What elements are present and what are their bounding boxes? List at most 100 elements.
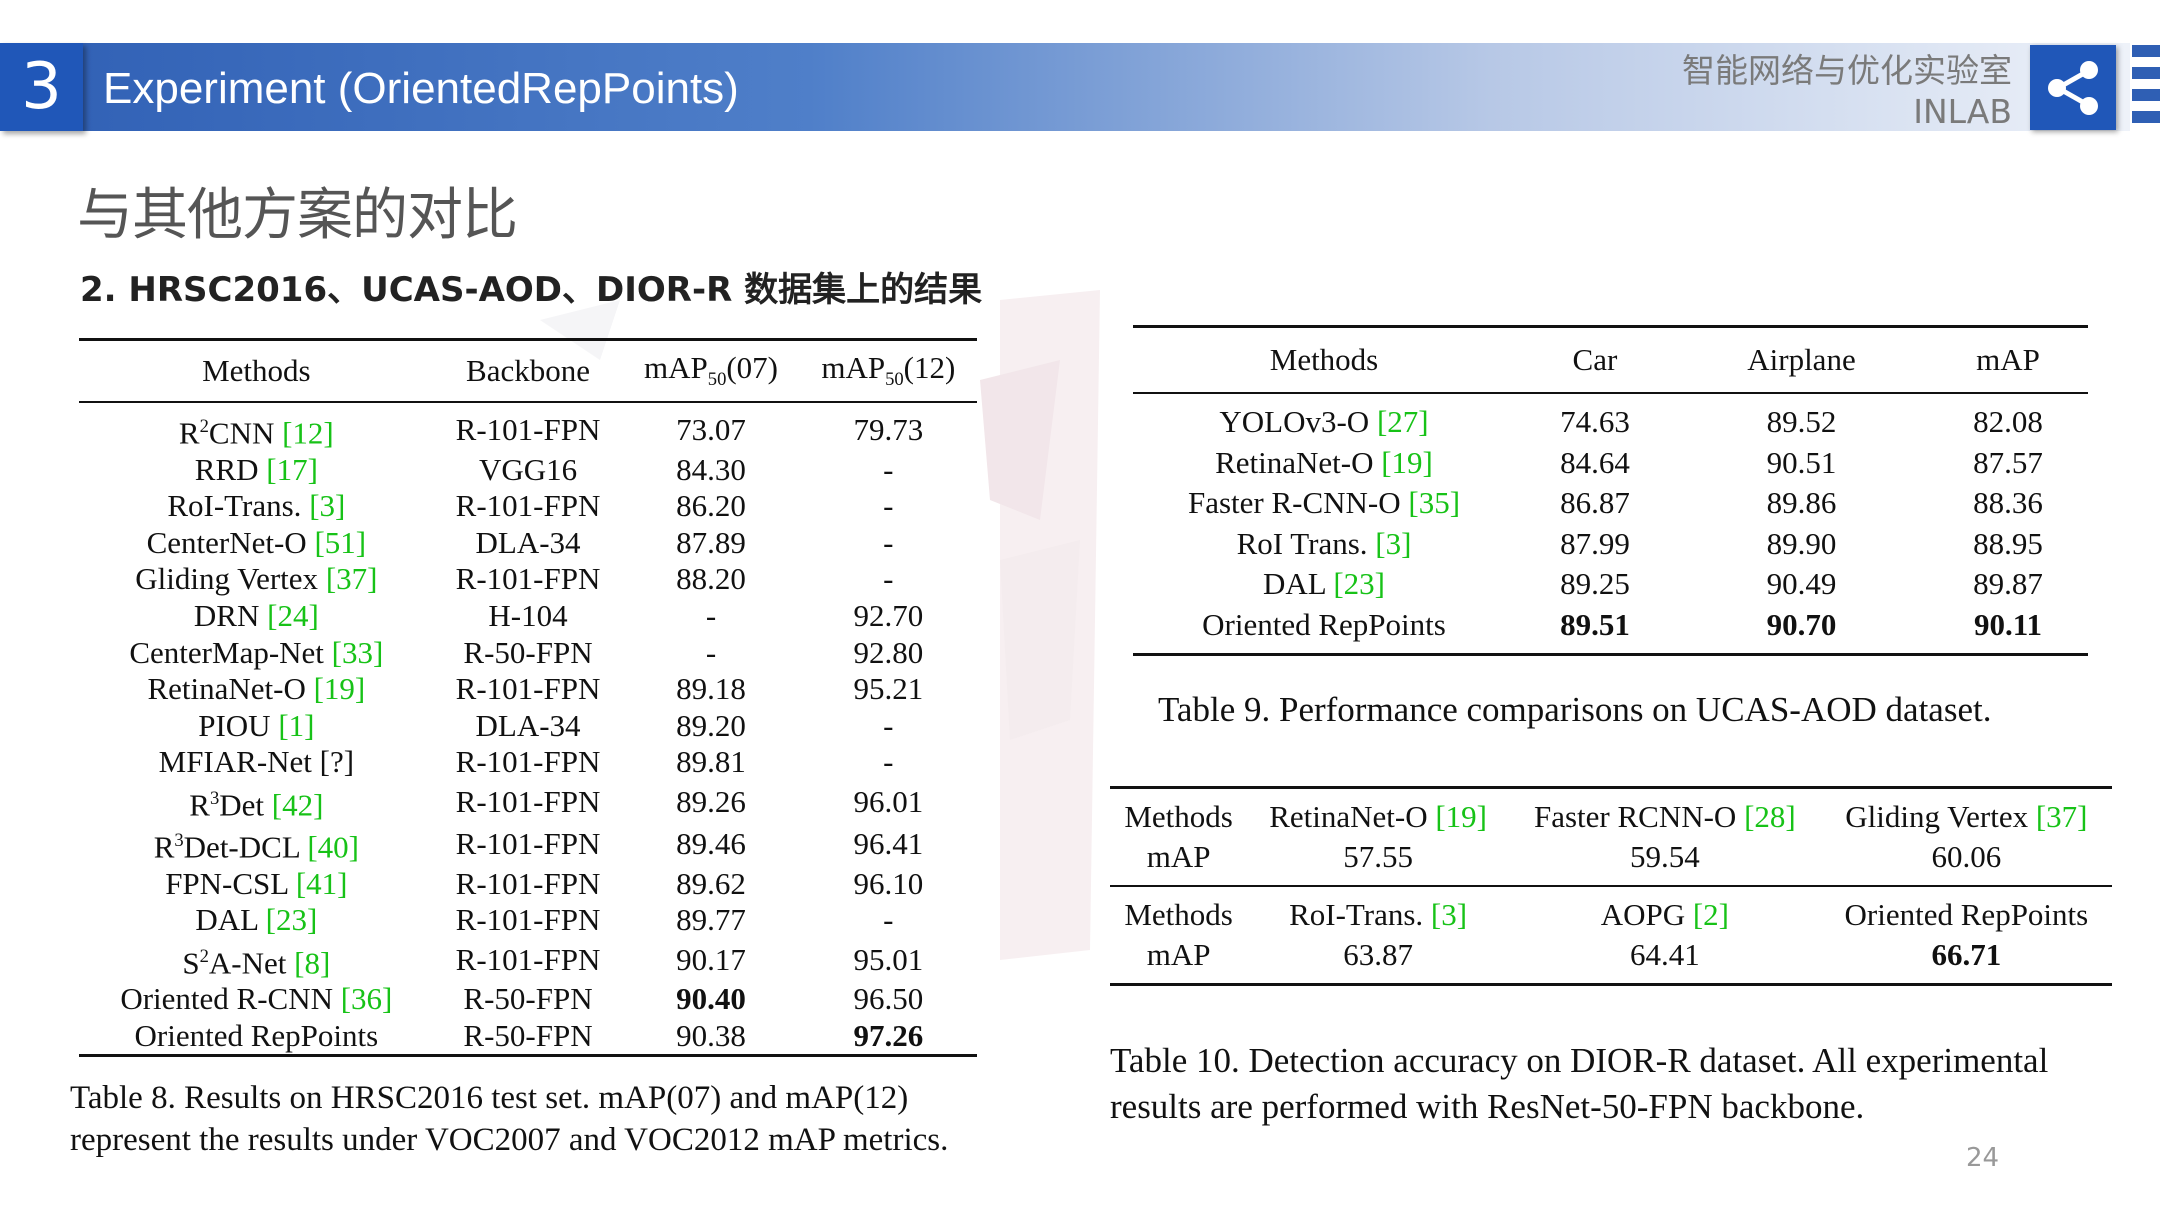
map07-cell: - xyxy=(705,598,717,633)
citation-ref: [27] xyxy=(1376,404,1429,440)
table-row: S2A-Net [8] R-101-FPN 90.17 95.01 xyxy=(79,939,977,981)
map07-cell: 89.81 xyxy=(676,744,746,780)
map07-cell: 87.89 xyxy=(676,524,746,560)
method-name: CenterMap-Net xyxy=(129,634,332,670)
method-superscript: 3 xyxy=(209,787,220,809)
car-cell: 86.87 xyxy=(1560,485,1630,521)
map12-cell: - xyxy=(883,524,894,560)
method-name: AOPG xyxy=(1600,897,1693,932)
method-cell: FPN-CSL [41] xyxy=(79,865,434,902)
table-row: RetinaNet-O [19] 84.64 90.51 87.57 xyxy=(1133,443,2088,484)
method-cell: YOLOv3-O [27] xyxy=(1133,393,1515,443)
citation-ref: [19] xyxy=(313,671,366,707)
method-cell: RRD [17] xyxy=(79,451,434,488)
citation-ref: [36] xyxy=(340,981,393,1017)
method-cell: Oriented R-CNN [36] xyxy=(79,981,434,1018)
citation-ref: [3] xyxy=(1375,525,1412,561)
citation-ref: [37] xyxy=(2035,799,2088,834)
map12-cell: 97.26 xyxy=(853,1017,924,1053)
map07-cell: 89.46 xyxy=(676,826,746,862)
map-cell: 57.55 xyxy=(1343,839,1413,874)
map-cell: 90.11 xyxy=(1974,606,2043,642)
citation-ref: [2] xyxy=(1692,897,1730,932)
header-bar xyxy=(0,43,2130,131)
table-row: R3Det-DCL [40] R-101-FPN 89.46 96.41 xyxy=(79,823,977,865)
map12-cell: 96.41 xyxy=(853,826,924,862)
car-cell: 74.63 xyxy=(1560,404,1630,440)
airplane-cell: 89.90 xyxy=(1766,525,1837,561)
method-name: RoI Trans. xyxy=(1236,525,1376,561)
section-number: 3 xyxy=(0,43,83,131)
car-cell: 84.64 xyxy=(1560,444,1630,480)
backbone-cell: R-101-FPN xyxy=(455,744,601,780)
col-map12: mAP50(12) xyxy=(799,339,977,403)
method-cell: RoI-Trans. [3] xyxy=(1247,885,1509,935)
citation-ref: [17] xyxy=(266,451,318,487)
table-ucas-aod: Methods Car Airplane mAP YOLOv3-O [27] 74… xyxy=(1133,325,2088,656)
citation-ref: [23] xyxy=(265,902,318,938)
method-name: RRD xyxy=(194,451,267,487)
airplane-cell: 90.70 xyxy=(1766,606,1837,642)
citation-ref: [3] xyxy=(1430,897,1468,932)
citation-ref: [41] xyxy=(295,865,348,901)
airplane-cell: 89.86 xyxy=(1766,485,1837,521)
map07-cell: 73.07 xyxy=(676,412,746,448)
method-name: MFIAR-Net [?] xyxy=(158,744,355,780)
method-name: DAL xyxy=(195,902,266,938)
backbone-cell: H-104 xyxy=(488,598,568,633)
airplane-cell: 90.51 xyxy=(1766,444,1837,480)
share-button[interactable] xyxy=(2030,45,2116,130)
method-cell: CenterMap-Net [33] xyxy=(79,634,434,671)
method-name: Faster R-CNN-O xyxy=(1187,485,1409,521)
method-prefix: S xyxy=(182,944,200,980)
citation-ref: [1] xyxy=(278,707,315,743)
col-methods: Methods xyxy=(79,339,434,403)
map12-cell: 79.73 xyxy=(853,412,924,448)
backbone-cell: R-101-FPN xyxy=(455,561,601,597)
method-cell: Gliding Vertex [37] xyxy=(1821,788,2112,838)
table-row: DAL [23] R-101-FPN 89.77 - xyxy=(79,902,977,939)
car-cell: 89.51 xyxy=(1560,606,1630,642)
map07-cell: 89.62 xyxy=(676,865,746,901)
lab-abbreviation: INLAB xyxy=(1913,92,2012,131)
car-cell: 89.25 xyxy=(1560,566,1630,602)
slide-subheading: 2. HRSC2016、UCAS-AOD、DIOR-R 数据集上的结果 xyxy=(80,270,983,310)
table-row: CenterNet-O [51] DLA-34 87.89 - xyxy=(79,525,977,562)
table-row: Oriented R-CNN [36] R-50-FPN 90.40 96.50 xyxy=(79,981,977,1018)
method-cell: CenterNet-O [51] xyxy=(79,525,434,562)
citation-ref: [8] xyxy=(294,944,331,980)
table-dior-r: Methods RetinaNet-O [19] Faster RCNN-O [2… xyxy=(1110,786,2112,986)
map12-cell: 96.50 xyxy=(853,981,924,1017)
backbone-cell: R-50-FPN xyxy=(463,634,593,670)
label-methods: Methods xyxy=(1110,885,1248,935)
method-cell: R3Det-DCL [40] xyxy=(79,823,434,865)
map12-cell: 96.10 xyxy=(853,865,924,901)
backbone-cell: VGG16 xyxy=(478,451,578,487)
method-cell: Oriented RepPoints xyxy=(1133,605,1515,655)
method-name: DRN xyxy=(193,598,268,633)
citation-ref: [40] xyxy=(307,829,360,865)
map-cell: 60.06 xyxy=(1931,839,2002,874)
page-number: 24 xyxy=(1966,1143,2000,1173)
car-cell: 87.99 xyxy=(1560,525,1630,561)
label-methods: Methods xyxy=(1124,799,1233,834)
map-cell: 64.41 xyxy=(1629,937,1700,972)
map12-cell: 96.01 xyxy=(853,783,924,819)
map12-cell: 95.01 xyxy=(853,941,924,977)
table-row: MFIAR-Net [?] R-101-FPN 89.81 - xyxy=(79,744,977,781)
table-row: FPN-CSL [41] R-101-FPN 89.62 96.10 xyxy=(79,865,977,902)
method-cell: Faster RCNN-O [28] xyxy=(1509,788,1821,838)
backbone-cell: R-101-FPN xyxy=(455,412,601,448)
col-map07: mAP50(07) xyxy=(622,339,800,403)
col-airplane: Airplane xyxy=(1674,326,1929,394)
method-name: RoI-Trans. xyxy=(167,488,310,524)
backbone-cell: R-101-FPN xyxy=(455,826,601,862)
method-cell: R3Det [42] xyxy=(79,781,434,823)
method-name: YOLOv3-O xyxy=(1219,404,1377,440)
table8-caption: Table 8. Results on HRSC2016 test set. m… xyxy=(70,1080,949,1158)
table-row: DRN [24] H-104 - 92.70 xyxy=(79,598,977,635)
method-name: DAL xyxy=(1263,566,1334,602)
table-row: RetinaNet-O [19] R-101-FPN 89.18 95.21 xyxy=(79,671,977,708)
map12-cell: - xyxy=(883,561,894,597)
map07-cell: 89.18 xyxy=(676,671,746,707)
